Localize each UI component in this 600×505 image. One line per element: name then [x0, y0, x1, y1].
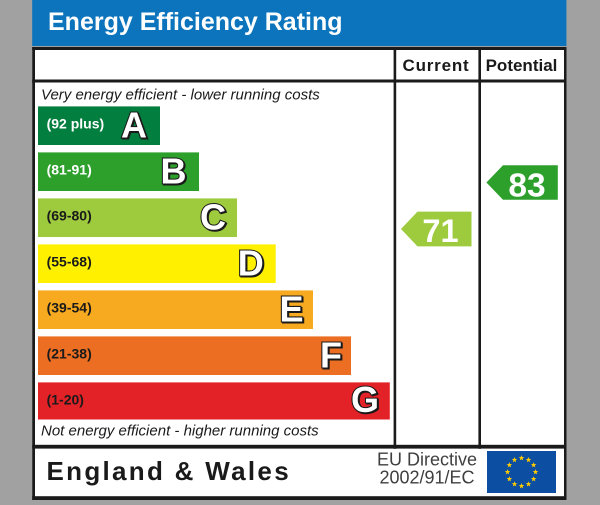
svg-text:Potential: Potential [486, 56, 558, 75]
svg-text:71: 71 [422, 213, 458, 249]
svg-text:Not energy efficient - higher: Not energy efficient - higher running co… [41, 423, 319, 440]
svg-text:(21-38): (21-38) [47, 346, 92, 362]
svg-text:(1-20): (1-20) [47, 392, 84, 408]
svg-text:B: B [162, 152, 188, 193]
svg-text:A: A [121, 105, 147, 146]
svg-text:C: C [200, 197, 226, 238]
svg-text:A: A [122, 106, 148, 147]
svg-text:England & Wales: England & Wales [47, 456, 291, 486]
svg-text:B: B [161, 151, 187, 192]
svg-text:(39-54): (39-54) [47, 300, 92, 316]
svg-text:Energy Efficiency Rating: Energy Efficiency Rating [48, 8, 343, 36]
svg-text:E: E [279, 289, 303, 330]
svg-text:2002/91/EC: 2002/91/EC [379, 468, 474, 488]
svg-text:(55-68): (55-68) [47, 254, 92, 270]
svg-text:F: F [320, 335, 342, 376]
svg-text:F: F [321, 336, 343, 377]
svg-text:E: E [281, 290, 305, 331]
svg-text:D: D [239, 244, 265, 285]
svg-text:D: D [238, 243, 264, 284]
svg-text:(69-80): (69-80) [47, 208, 92, 224]
svg-text:(92 plus): (92 plus) [47, 116, 105, 132]
svg-text:EU Directive: EU Directive [377, 449, 477, 469]
svg-text:(81-91): (81-91) [47, 162, 92, 178]
svg-text:Very energy efficient - lower: Very energy efficient - lower running co… [41, 87, 320, 104]
svg-text:Current: Current [403, 56, 470, 75]
svg-text:C: C [201, 198, 227, 239]
svg-text:G: G [351, 379, 379, 420]
svg-text:G: G [352, 380, 380, 421]
svg-text:83: 83 [508, 168, 545, 205]
